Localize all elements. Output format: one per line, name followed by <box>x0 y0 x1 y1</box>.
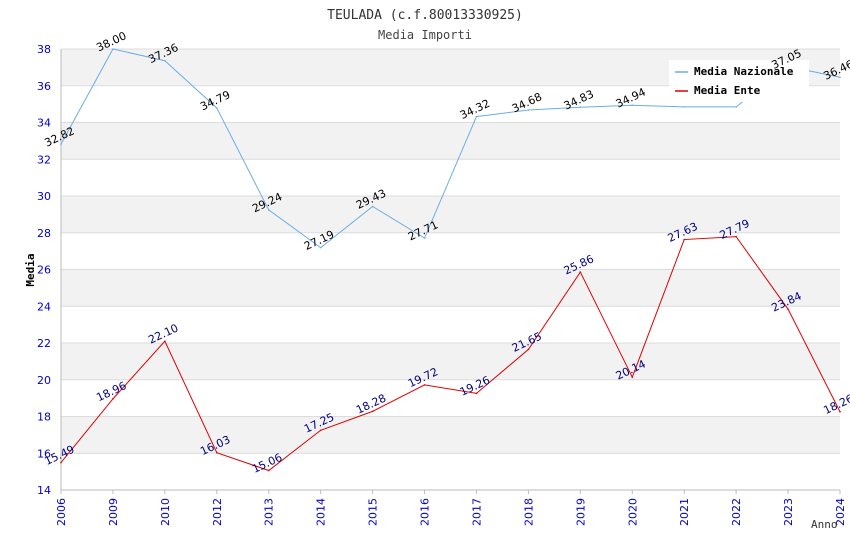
data-point-media-nazionale <box>475 115 478 118</box>
chart-title: TEULADA (c.f.80013330925) <box>327 8 523 23</box>
data-point-media-ente <box>60 461 62 464</box>
data-point-media-nazionale <box>164 59 166 62</box>
data-point-media-nazionale <box>216 107 218 109</box>
grid-bands <box>61 49 840 454</box>
data-point-media-ente <box>683 238 685 241</box>
data-point-media-ente <box>839 410 841 413</box>
legend: Media Nazionale Media Ente <box>669 60 809 102</box>
data-point-media-ente <box>475 392 478 395</box>
y-tick-label: 24 <box>37 300 51 313</box>
x-tick-label: 2024 <box>834 498 847 526</box>
data-point-media-ente <box>787 308 789 310</box>
data-point-media-ente <box>216 451 218 454</box>
grid-band <box>61 343 840 380</box>
y-tick-label: 38 <box>37 43 51 56</box>
data-point-media-ente <box>371 410 374 413</box>
y-tick-label: 36 <box>37 80 51 93</box>
chart-subtitle: Media Importi <box>378 28 472 42</box>
data-point-media-ente <box>319 429 322 432</box>
data-point-media-nazionale <box>579 106 582 109</box>
series-line-media-ente <box>60 236 841 472</box>
grid-band <box>61 269 840 307</box>
data-point-media-nazionale <box>319 246 322 249</box>
series-line-media-nazionale <box>60 48 841 249</box>
grid-band <box>61 416 840 454</box>
y-tick-label: 18 <box>37 411 51 424</box>
y-axis-label: Media <box>24 253 37 286</box>
data-point-media-ente <box>423 384 426 386</box>
data-point-media-ente <box>112 398 114 400</box>
x-tick-label: 2009 <box>107 498 120 526</box>
legend-box <box>669 60 809 102</box>
x-tick-label: 2006 <box>55 498 68 526</box>
data-point-media-nazionale <box>371 205 374 208</box>
x-tick-label: 2016 <box>419 498 432 526</box>
x-tick-label: 2015 <box>367 498 380 526</box>
x-tick-label: 2021 <box>678 498 691 526</box>
data-point-media-nazionale <box>839 76 841 79</box>
data-point-media-nazionale <box>267 209 270 211</box>
data-point-media-nazionale <box>423 237 426 239</box>
axes <box>60 49 840 491</box>
y-tick-label: 16 <box>37 447 51 460</box>
y-tick-label: 22 <box>37 337 51 350</box>
data-point-media-nazionale <box>112 48 114 50</box>
y-tick-labels: 14 16 18 20 22 24 26 28 30 32 34 36 38 <box>37 43 51 497</box>
data-point-media-nazionale <box>735 106 737 108</box>
grid-band <box>61 122 840 160</box>
data-point-media-nazionale <box>527 109 530 111</box>
y-tick-label: 32 <box>37 153 51 166</box>
x-tick-label: 2010 <box>159 498 172 526</box>
x-tick-label: 2013 <box>263 498 276 526</box>
legend-label-media-nazionale: Media Nazionale <box>694 65 794 78</box>
series-lines <box>60 48 841 472</box>
y-tick-label: 26 <box>37 264 51 277</box>
data-point-media-ente <box>631 376 634 378</box>
data-point-media-ente <box>735 235 737 238</box>
x-tick-label: 2014 <box>315 498 328 526</box>
x-tick-label: 2012 <box>211 498 224 526</box>
grid-band <box>61 196 840 233</box>
data-point-media-nazionale <box>631 104 634 107</box>
data-point-media-nazionale <box>683 106 685 108</box>
x-tick-label: 2023 <box>782 498 795 526</box>
x-tick-label: 2019 <box>574 498 587 526</box>
data-point-media-ente <box>267 469 270 472</box>
x-tick-labels: 2006 2009 2010 2012 2013 2014 2015 2016 2017 2018… <box>55 490 847 526</box>
legend-label-media-ente: Media Ente <box>694 84 761 97</box>
data-point-media-ente <box>527 348 530 351</box>
x-axis-label: Anno <box>811 518 838 531</box>
y-tick-label: 28 <box>37 227 51 240</box>
x-tick-label: 2018 <box>522 498 535 526</box>
data-point-media-ente <box>164 340 166 342</box>
y-tick-label: 34 <box>37 117 51 130</box>
x-tick-label: 2020 <box>626 498 639 526</box>
x-tick-label: 2017 <box>470 498 483 526</box>
x-tick-label: 2022 <box>730 498 743 526</box>
y-tick-label: 20 <box>37 374 51 387</box>
y-tick-label: 30 <box>37 190 51 203</box>
y-tick-label: 14 <box>37 484 51 497</box>
data-point-media-nazionale <box>60 143 62 145</box>
data-point-media-ente <box>579 271 582 273</box>
